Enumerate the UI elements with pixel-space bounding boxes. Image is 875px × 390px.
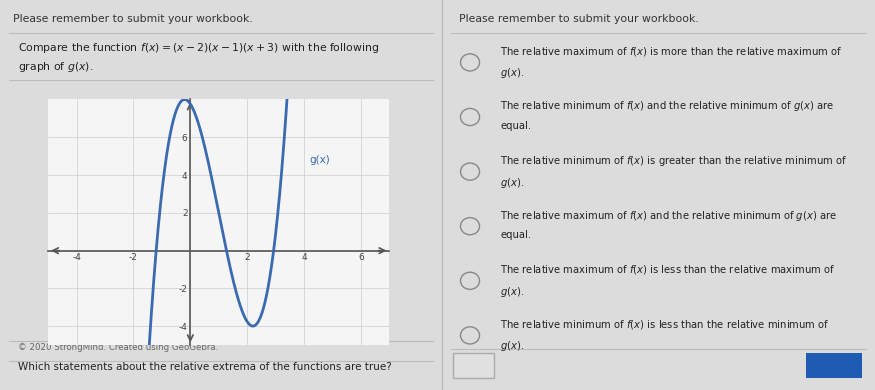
Text: The relative minimum of $f(x)$ and the relative minimum of $g(x)$ are: The relative minimum of $f(x)$ and the r… [500, 99, 835, 113]
Text: The relative minimum of $f(x)$ is greater than the relative minimum of: The relative minimum of $f(x)$ is greate… [500, 154, 848, 168]
Text: The relative maximum of $f(x)$ and the relative minimum of $g(x)$ are: The relative maximum of $f(x)$ and the r… [500, 209, 837, 223]
Text: $g(x)$.: $g(x)$. [500, 285, 524, 299]
Text: Please remember to submit your workbook.: Please remember to submit your workbook. [459, 14, 699, 24]
Text: Please remember to submit your workbook.: Please remember to submit your workbook. [13, 14, 253, 24]
Text: graph of $g(x)$.: graph of $g(x)$. [18, 60, 93, 74]
Text: Which statements about the relative extrema of the functions are true?: Which statements about the relative extr… [18, 362, 391, 372]
Text: © 2020 StrongMind. Created using GeoGebra.: © 2020 StrongMind. Created using GeoGebr… [18, 343, 218, 352]
Text: $g(x)$.: $g(x)$. [500, 66, 524, 80]
Text: ◄: ◄ [469, 360, 477, 370]
Text: equal.: equal. [500, 230, 531, 240]
Text: ►: ► [830, 360, 838, 370]
FancyBboxPatch shape [806, 353, 862, 378]
Text: Compare the function $f(x) = (x-2)(x-1)(x+3)$ with the following: Compare the function $f(x) = (x-2)(x-1)(… [18, 41, 379, 55]
Text: The relative minimum of $f(x)$ is less than the relative minimum of: The relative minimum of $f(x)$ is less t… [500, 318, 830, 331]
Text: $g(x)$.: $g(x)$. [500, 176, 524, 190]
Text: equal.: equal. [500, 121, 531, 131]
Text: The relative maximum of $f(x)$ is more than the relative maximum of: The relative maximum of $f(x)$ is more t… [500, 45, 843, 58]
FancyBboxPatch shape [452, 353, 493, 378]
Text: g(x): g(x) [310, 155, 331, 165]
Text: $g(x)$.: $g(x)$. [500, 339, 524, 353]
Text: The relative maximum of $f(x)$ is less than the relative maximum of: The relative maximum of $f(x)$ is less t… [500, 263, 836, 276]
